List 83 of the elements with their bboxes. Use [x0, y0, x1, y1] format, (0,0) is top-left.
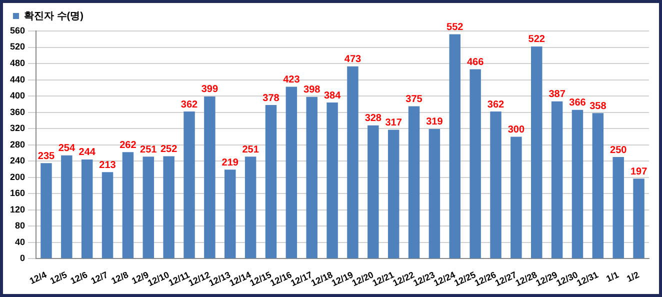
- bar: [490, 112, 502, 258]
- bar: [470, 69, 481, 258]
- y-tick-label: 40: [15, 236, 26, 247]
- data-label: 317: [385, 118, 402, 129]
- x-tick-label: 12/7: [89, 270, 110, 286]
- legend-label: 확진자 수(명): [24, 10, 84, 22]
- y-tick-label: 560: [10, 25, 26, 36]
- bar: [40, 163, 52, 258]
- data-label: 552: [446, 22, 464, 34]
- y-tick-label: 480: [10, 58, 26, 68]
- data-label: 251: [242, 144, 260, 156]
- bar: [510, 136, 522, 258]
- bar: [572, 110, 584, 258]
- bar: [61, 155, 72, 258]
- data-label: 251: [140, 144, 158, 156]
- bar: [408, 106, 420, 258]
- data-label: 387: [548, 89, 566, 100]
- bar: [306, 96, 318, 258]
- bar: [142, 156, 154, 258]
- bar: [633, 178, 644, 258]
- data-label: 244: [78, 147, 96, 158]
- bar: [428, 128, 440, 258]
- x-tick-label: 1/1: [604, 270, 620, 284]
- bar: [531, 46, 542, 258]
- data-label: 473: [344, 54, 362, 66]
- bar: [265, 105, 277, 258]
- x-tick-label: 12/4: [28, 270, 48, 286]
- y-tick-label: 0: [20, 253, 26, 264]
- data-label: 358: [590, 100, 607, 112]
- data-label: 197: [630, 166, 648, 178]
- data-label: 319: [426, 116, 444, 128]
- data-label: 254: [58, 143, 76, 154]
- y-tick-label: 280: [10, 139, 26, 150]
- bar: [326, 102, 338, 258]
- y-tick-label: 440: [10, 74, 26, 84]
- bar: [449, 34, 461, 258]
- bar: [122, 152, 134, 258]
- data-label: 423: [283, 74, 300, 86]
- y-tick-label: 400: [10, 90, 26, 101]
- data-label: 362: [180, 99, 198, 110]
- bar: [347, 66, 358, 258]
- bar: [163, 156, 174, 258]
- data-label: 235: [38, 150, 56, 162]
- data-label: 366: [569, 98, 586, 109]
- data-label: 219: [222, 157, 239, 168]
- x-tick-label: 1/2: [625, 270, 641, 284]
- y-tick-label: 160: [10, 188, 26, 198]
- bar: [244, 156, 256, 258]
- bar: [184, 112, 195, 258]
- data-label: 262: [120, 140, 137, 151]
- y-tick-label: 360: [10, 106, 26, 117]
- data-label: 213: [99, 160, 116, 171]
- data-label: 375: [406, 94, 423, 105]
- bar: [612, 157, 624, 258]
- bar: [224, 170, 236, 258]
- data-label: 399: [201, 84, 218, 96]
- y-tick-label: 80: [15, 220, 26, 231]
- y-tick-label: 320: [10, 123, 26, 134]
- bar: [388, 130, 400, 258]
- x-tick-label: 12/5: [48, 270, 69, 286]
- x-tick-label: 12/8: [110, 270, 130, 286]
- data-label: 466: [466, 56, 484, 68]
- x-tick-label: 12/6: [68, 270, 89, 286]
- data-label: 328: [364, 113, 382, 124]
- bar: [102, 172, 114, 258]
- y-tick-label: 240: [10, 156, 26, 166]
- y-tick-label: 120: [10, 204, 26, 214]
- data-label: 522: [528, 34, 546, 46]
- data-label: 250: [610, 144, 628, 156]
- bar: [592, 113, 604, 258]
- data-label: 398: [304, 84, 321, 96]
- bar: [368, 125, 379, 258]
- y-tick-label: 520: [10, 42, 26, 52]
- bar: [81, 159, 93, 258]
- data-label: 378: [262, 92, 280, 104]
- bar: [204, 96, 216, 258]
- bar: [286, 86, 298, 258]
- data-label: 300: [508, 124, 525, 136]
- data-label: 362: [487, 99, 505, 110]
- data-label: 384: [324, 90, 342, 102]
- data-label: 252: [160, 144, 178, 155]
- y-tick-label: 200: [10, 172, 26, 182]
- bar: [551, 101, 563, 258]
